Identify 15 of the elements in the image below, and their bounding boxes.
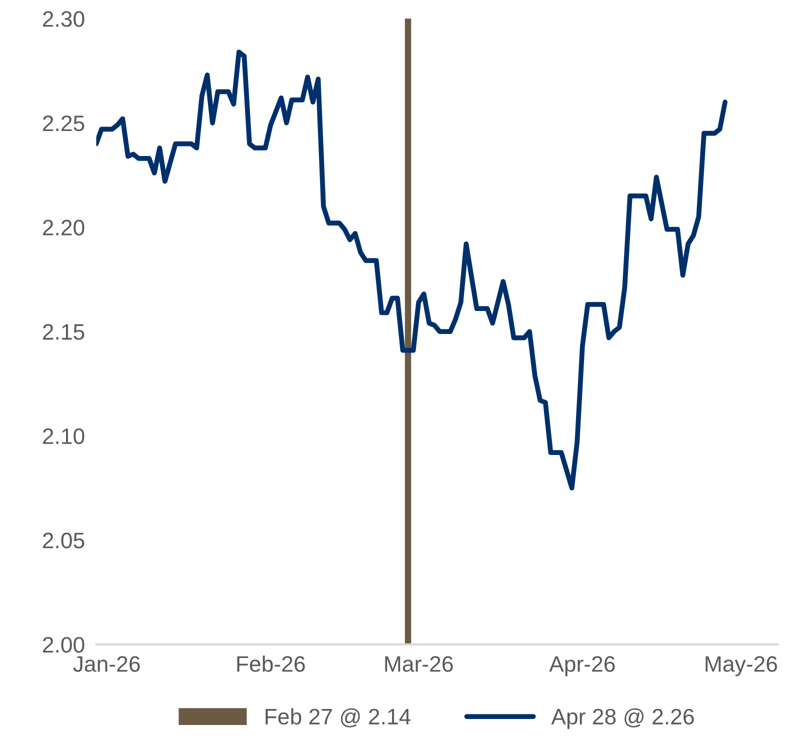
x-tick-label: Feb-26 — [237, 656, 305, 672]
x-tick-label: Jan-26 — [73, 656, 140, 672]
y-tick-label: 2.15 — [43, 324, 84, 340]
legend-label: Apr 28 @ 2.26 — [551, 708, 694, 729]
y-tick-label: 2.10 — [43, 428, 84, 444]
line-series — [96, 50, 728, 490]
x-tick-label: Apr-26 — [549, 656, 615, 676]
y-tick-label: 2.05 — [43, 532, 84, 548]
y-tick-label: 2.30 — [43, 11, 84, 27]
y-tick-label: 2.00 — [43, 636, 84, 653]
y-tick-label: 2.20 — [43, 220, 84, 236]
y-tick-label: 2.25 — [43, 115, 84, 132]
legend-label: Feb 27 @ 2.14 — [266, 708, 411, 728]
x-tick-label: Mar-26 — [385, 656, 453, 672]
x-tick-label: May-26 — [706, 656, 778, 676]
